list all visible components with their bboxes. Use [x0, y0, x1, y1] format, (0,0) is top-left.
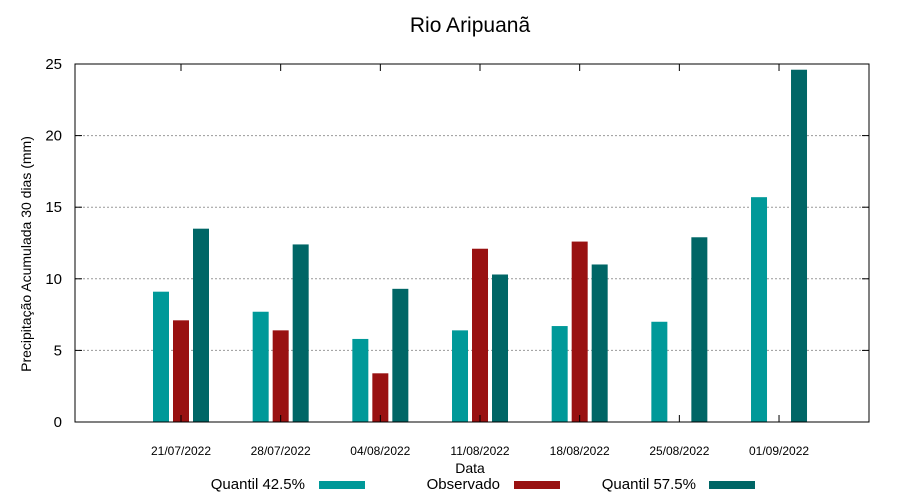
- x-tick-label: 28/07/2022: [251, 444, 311, 458]
- bar-quantil-42-5--1: [252, 311, 269, 422]
- bar-quantil-42-5--0: [153, 291, 169, 422]
- bars: [153, 69, 808, 422]
- bar-quantil-42-5--2: [352, 338, 369, 422]
- x-tick-label: 18/08/2022: [550, 444, 610, 458]
- bar-quantil-57-5--0: [193, 228, 209, 422]
- bar-observado-0: [173, 320, 189, 422]
- legend-label: Quantil 57.5%: [602, 476, 696, 493]
- bar-quantil-57-5--2: [392, 288, 409, 422]
- bar-quantil-42-5--4: [551, 326, 568, 422]
- y-tick-label: 15: [45, 199, 62, 216]
- bar-quantil-57-5--3: [492, 274, 509, 422]
- legend-label: Quantil 42.5%: [211, 476, 305, 493]
- x-tick-label: 25/08/2022: [649, 444, 709, 458]
- bar-quantil-57-5--4: [591, 264, 608, 422]
- y-tick-label: 20: [45, 128, 62, 145]
- bar-quantil-57-5--6: [791, 69, 808, 422]
- bar-observado-2: [372, 373, 389, 422]
- bar-quantil-42-5--6: [751, 197, 768, 422]
- bar-observado-1: [272, 330, 289, 422]
- bar-quantil-42-5--3: [452, 330, 469, 422]
- y-tick-label: 5: [54, 342, 62, 359]
- legend-swatch: [319, 481, 365, 489]
- bar-observado-4: [571, 241, 588, 422]
- x-tick-label: 04/08/2022: [350, 444, 410, 458]
- x-tick-label: 01/09/2022: [749, 444, 809, 458]
- y-tick-label: 10: [45, 271, 62, 288]
- legend-swatch: [514, 481, 560, 489]
- y-tick-label: 25: [45, 56, 62, 73]
- x-tick-label: 11/08/2022: [450, 444, 509, 458]
- bar-quantil-57-5--5: [691, 237, 708, 422]
- bar-quantil-42-5--5: [651, 321, 668, 422]
- bar-observado-3: [472, 248, 489, 422]
- y-axis-label: Precipitação Acumulada 30 dias (mm): [18, 136, 34, 372]
- x-axis-label: Data: [455, 460, 485, 476]
- legend: Quantil 42.5% Observado Quantil 57.5%: [211, 476, 755, 493]
- legend-label: Observado: [427, 476, 500, 493]
- legend-swatch: [709, 481, 755, 489]
- axis-ticks: 0 5 10 15 20 25 21/07/2022 28/07/2022 04/08/2022…: [45, 56, 869, 458]
- chart-title: Rio Aripuanã: [410, 14, 531, 37]
- x-tick-label: 21/07/2022: [151, 444, 211, 458]
- bar-quantil-57-5--1: [292, 244, 309, 422]
- plot-frame: [74, 63, 870, 423]
- y-tick-label: 0: [54, 414, 62, 431]
